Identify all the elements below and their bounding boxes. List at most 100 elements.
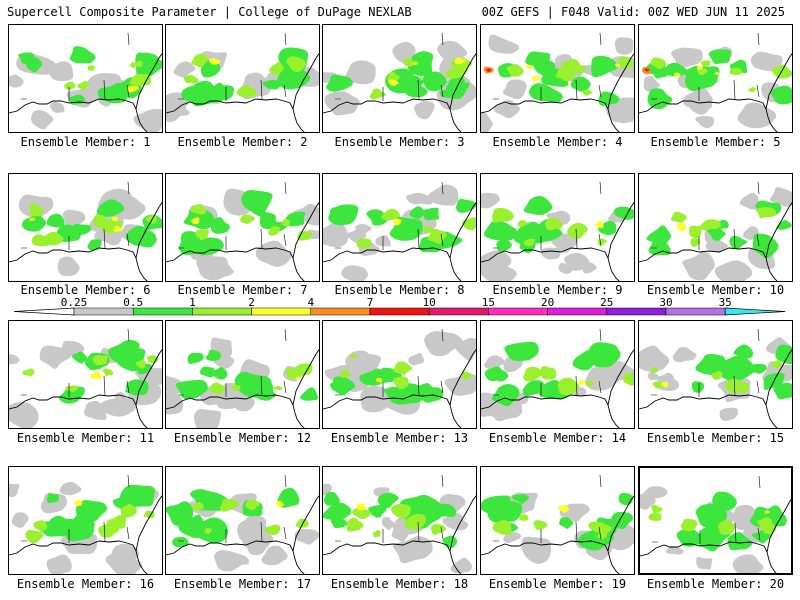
colorbar-tick-label: 7 [367,296,374,309]
ensemble-member-map [480,24,635,133]
ensemble-member-map [480,466,635,575]
model-run-info: 00Z GEFS | F048 Valid: 00Z WED JUN 11 20… [481,5,785,19]
colorbar-tick-label: 20 [541,296,554,309]
coastline [166,202,319,281]
map-title: Supercell Composite Parameter | College … [7,5,412,19]
state-borders [335,181,444,250]
scp-field-map [640,475,791,573]
ensemble-member-map [8,466,163,575]
state-borders [178,32,287,101]
scp-contour-fill [323,40,476,120]
scp-field-map [9,328,162,428]
colorbar-tick-label: 2 [248,296,255,309]
colorbar-segment [369,307,430,316]
scp-field-map [166,32,319,132]
scp-contour-fill [166,47,319,123]
ensemble-member-map [638,173,793,282]
state-borders [178,328,287,397]
colorbar-high-arrow [724,307,786,316]
colorbar-tick-label: 4 [307,296,314,309]
state-borders [21,32,130,101]
scp-contour-fill [640,486,788,573]
colorbar-segment [310,307,371,316]
ensemble-member-label: Ensemble Member: 17 [173,577,312,591]
state-borders [493,32,602,101]
ensemble-member-map [638,320,793,429]
ensemble-member-label: Ensemble Member: 1 [20,135,151,149]
state-borders [335,328,444,397]
scp-contour-fill [9,339,162,428]
ensemble-member-label: Ensemble Member: 4 [492,135,623,149]
ensemble-member-label: Ensemble Member: 19 [488,577,627,591]
ensemble-member-label: Ensemble Member: 8 [334,283,465,297]
ensemble-member-map [8,320,163,429]
scp-contour-fill [166,337,319,428]
scp-contour-fill [324,331,476,415]
scp-contour-fill [481,192,634,281]
coastline [481,53,634,132]
state-borders [651,328,760,397]
scp-field-map [481,32,634,132]
colorbar-segment [251,307,312,316]
coastline [639,349,792,428]
scp-field-map [323,181,476,281]
coastline [9,495,162,574]
coastline [481,202,634,281]
state-borders [651,181,760,250]
ensemble-member-label: Ensemble Member: 2 [177,135,308,149]
ensemble-member-label: Ensemble Member: 13 [330,431,469,445]
ensemble-member-label: Ensemble Member: 10 [646,283,785,297]
ensemble-member-map [322,466,477,575]
colorbar-tick-label: 0.5 [123,296,143,309]
scp-field-map [639,328,792,428]
ensemble-member-map [322,173,477,282]
colorbar-tick-label: 35 [719,296,732,309]
scp-contour-fill [641,46,792,129]
ensemble-member-map [8,173,163,282]
scp-field-map [481,474,634,574]
scp-field-map [166,474,319,574]
scp-field-map [166,328,319,428]
ensemble-member-label: Ensemble Member: 5 [650,135,781,149]
colorbar-tick-label: 25 [600,296,613,309]
ensemble-member-map [8,24,163,133]
state-borders [178,181,287,250]
scp-contour-fill [18,188,162,277]
colorbar-segment [73,307,134,316]
state-borders [493,474,602,543]
coastline [481,495,634,574]
colorbar-tick-label: 1 [189,296,196,309]
coastline [9,349,162,428]
ensemble-member-label: Ensemble Member: 14 [488,431,627,445]
colorbar-segment [606,307,667,316]
ensemble-member-label: Ensemble Member: 12 [173,431,312,445]
ensemble-member-label: Ensemble Member: 7 [177,283,308,297]
scp-contour-fill [9,482,160,574]
scp-contour-fill [481,341,634,422]
ensemble-member-map [322,24,477,133]
coastline [323,349,476,428]
ensemble-member-label: Ensemble Member: 20 [646,577,785,591]
ensemble-member-map [322,320,477,429]
ensemble-member-map [165,24,320,133]
scp-field-map [481,181,634,281]
scp-contour-fill [639,337,792,421]
ensemble-member-map [638,466,793,575]
scp-field-map [481,328,634,428]
scp-field-map [166,181,319,281]
ensemble-member-label: Ensemble Member: 11 [16,431,155,445]
state-borders [651,32,760,101]
state-borders [21,328,130,397]
ensemble-member-label: Ensemble Member: 18 [330,577,469,591]
scp-field-map [639,32,792,132]
scp-contour-fill [481,492,634,564]
state-borders [21,181,130,250]
coastline [323,495,476,574]
scp-field-map [323,328,476,428]
ensemble-member-label: Ensemble Member: 15 [646,431,785,445]
state-borders [493,328,602,397]
scp-field-map [323,32,476,132]
ensemble-member-label: Ensemble Member: 9 [492,283,623,297]
ensemble-member-map [165,466,320,575]
ensemble-member-map [165,173,320,282]
